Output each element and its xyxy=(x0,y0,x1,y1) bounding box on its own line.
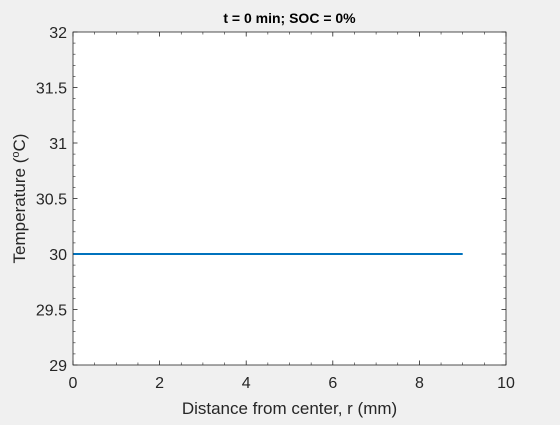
x-tick-label: 6 xyxy=(328,375,337,392)
y-tick-labels: 29 29.5 30 30.5 31 31.5 32 xyxy=(36,25,67,375)
x-tick-labels: 0 2 4 6 8 10 xyxy=(69,375,515,392)
plot-area xyxy=(73,32,506,365)
y-tick-label: 32 xyxy=(49,25,67,42)
x-tick-label: 0 xyxy=(69,375,78,392)
y-tick-label: 31 xyxy=(49,136,67,153)
x-tick-label: 8 xyxy=(415,375,424,392)
y-tick-label: 30.5 xyxy=(36,192,67,209)
x-tick-label: 10 xyxy=(497,375,515,392)
y-tick-label: 29 xyxy=(49,358,67,375)
y-tick-label: 30 xyxy=(49,247,67,264)
plot-box xyxy=(72,31,507,366)
x-tick-label: 4 xyxy=(242,375,251,392)
y-axis-label-end: C) xyxy=(10,134,29,152)
x-axis-label: Distance from center, r (mm) xyxy=(182,399,397,418)
y-tick-label: 29.5 xyxy=(36,303,67,320)
y-axis-label-main: Temperature ( xyxy=(10,157,29,263)
chart-title: t = 0 min; SOC = 0% xyxy=(223,10,356,26)
minor-ticks xyxy=(73,32,506,365)
y-axis-label: Temperature (oC) xyxy=(10,134,29,264)
y-tick-label: 31.5 xyxy=(36,81,67,98)
y-axis-label-superscript: o xyxy=(10,152,22,158)
x-tick-label: 2 xyxy=(155,375,164,392)
